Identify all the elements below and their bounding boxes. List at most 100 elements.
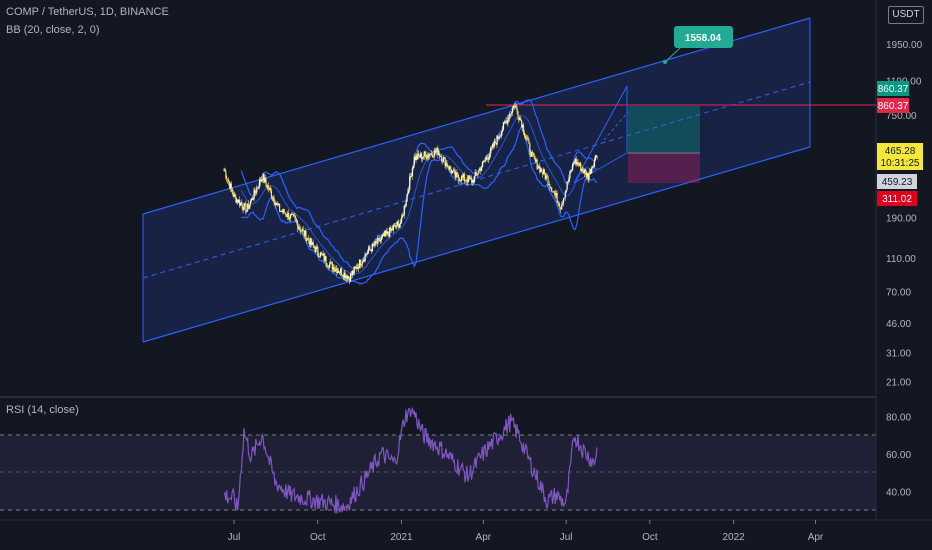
bb-lower-tag: 311.02	[877, 191, 917, 206]
candle	[394, 225, 396, 227]
candle	[226, 178, 228, 180]
channel-lower-line[interactable]	[142, 146, 811, 343]
candle	[281, 211, 283, 213]
candle	[473, 175, 475, 183]
candle	[291, 213, 293, 215]
candle	[569, 171, 571, 179]
candle	[590, 169, 592, 174]
candle	[556, 193, 558, 203]
candle	[284, 213, 286, 215]
candle	[485, 157, 487, 160]
candle	[312, 242, 314, 246]
candle	[389, 227, 391, 237]
candle	[300, 230, 303, 232]
candle	[581, 168, 583, 172]
currency-button[interactable]: USDT	[888, 6, 924, 24]
candle	[269, 188, 272, 191]
candle	[292, 213, 294, 215]
candle	[481, 167, 483, 171]
candle	[282, 209, 284, 213]
candle	[575, 158, 577, 165]
candle	[237, 199, 239, 203]
candle	[511, 112, 513, 114]
rsi-axis-tick: 80.00	[886, 412, 911, 423]
candle	[468, 175, 470, 179]
projection-wedge[interactable]	[573, 85, 628, 184]
parallel-channel[interactable]	[143, 18, 810, 342]
candle	[437, 148, 439, 155]
candle	[450, 169, 453, 174]
candle	[268, 188, 271, 190]
candle	[574, 158, 576, 163]
candle	[340, 268, 343, 276]
candle	[356, 266, 358, 270]
candle	[339, 272, 341, 274]
candle	[279, 203, 281, 212]
candle	[387, 231, 389, 234]
channel-middle-line[interactable]	[142, 81, 811, 279]
symbol-title[interactable]: COMP / TetherUS, 1D, BINANCE	[6, 6, 169, 18]
candle	[509, 113, 511, 119]
candle	[305, 230, 307, 241]
candle	[493, 141, 495, 147]
target-zone[interactable]	[628, 106, 700, 153]
candle	[525, 136, 527, 139]
candle	[373, 245, 375, 246]
candle	[380, 239, 382, 242]
rsi-indicator-label[interactable]: RSI (14, close)	[6, 404, 79, 416]
candle	[456, 172, 458, 174]
candle	[431, 154, 434, 158]
bb-indicator-label[interactable]: BB (20, close, 2, 0)	[6, 24, 100, 36]
candle	[383, 233, 385, 237]
candle	[531, 152, 533, 157]
candle	[249, 201, 252, 205]
candle	[357, 266, 359, 270]
candle	[248, 204, 251, 209]
candle	[323, 253, 325, 261]
candle	[561, 204, 563, 210]
candle	[348, 276, 350, 278]
candle	[257, 187, 259, 189]
candle	[585, 171, 587, 177]
candle	[256, 187, 258, 193]
candle	[443, 157, 445, 158]
candle	[524, 135, 526, 137]
candle	[318, 253, 320, 257]
candle	[336, 268, 338, 274]
candle	[301, 229, 303, 231]
candle	[410, 175, 413, 177]
candle	[315, 246, 317, 252]
candle	[371, 243, 374, 252]
candle	[259, 179, 262, 182]
candle	[432, 156, 434, 158]
candle	[367, 251, 369, 254]
stop-zone[interactable]	[628, 153, 700, 183]
time-axis[interactable]: Jul Oct 2021 Apr Jul Oct 2022 Apr	[228, 520, 824, 543]
candle	[393, 225, 395, 227]
price-axis-tick: 31.00	[886, 348, 911, 359]
candle	[546, 175, 548, 177]
candle	[337, 271, 339, 274]
price-callout[interactable]: 1558.04	[663, 26, 733, 64]
candle	[492, 144, 495, 147]
candle	[582, 170, 585, 174]
candle	[228, 180, 230, 182]
candle	[533, 156, 535, 159]
bb-basis-text: 459.23	[882, 177, 913, 188]
channel-upper-line[interactable]	[142, 17, 811, 215]
candle	[346, 275, 348, 279]
candle	[299, 228, 302, 232]
candle	[224, 169, 226, 172]
candle	[420, 153, 423, 159]
candle	[293, 214, 295, 217]
candle	[322, 253, 324, 255]
candle	[332, 266, 334, 270]
candle	[271, 197, 273, 199]
rsi-axis[interactable]: 80.00 60.00 40.00	[886, 412, 911, 498]
candle	[310, 238, 313, 245]
price-axis-tick: 46.00	[886, 319, 911, 330]
time-axis-tick: Apr	[808, 532, 824, 543]
candle	[440, 156, 443, 161]
candle	[324, 256, 326, 261]
